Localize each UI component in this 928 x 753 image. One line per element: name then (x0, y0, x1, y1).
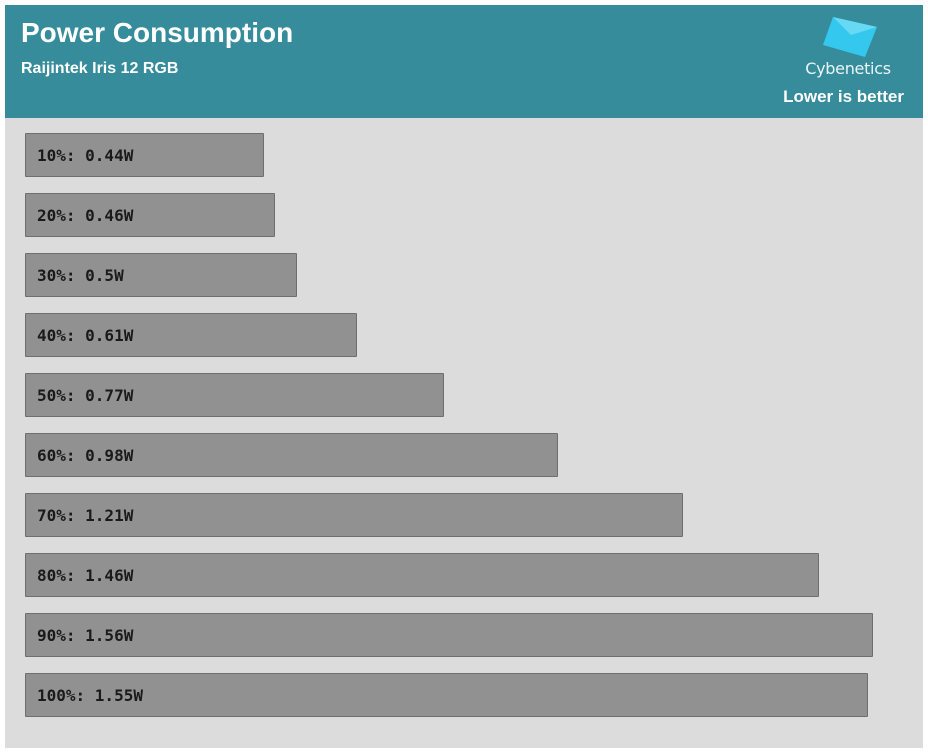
cybenetics-logo: Cybenetics (793, 15, 903, 85)
brand-name: Cybenetics (805, 59, 891, 78)
bar-100pct: 100%: 1.55W (25, 673, 868, 717)
lower-is-better-note: Lower is better (783, 87, 904, 106)
bar-label: 10%: 0.44W (37, 146, 134, 165)
bar-70pct: 70%: 1.21W (25, 493, 683, 537)
bar-20pct: 20%: 0.46W (25, 193, 275, 237)
bar-10pct: 10%: 0.44W (25, 133, 264, 177)
bar-label: 30%: 0.5W (37, 266, 124, 285)
bar-30pct: 30%: 0.5W (25, 253, 297, 297)
chart-frame: Power Consumption Raijintek Iris 12 RGB … (5, 5, 923, 748)
bar-chart: 10%: 0.44W 20%: 0.46W 30%: 0.5W 40%: 0.61W 5… (25, 133, 905, 733)
bar-label: 70%: 1.21W (37, 506, 134, 525)
bar-label: 50%: 0.77W (37, 386, 134, 405)
bar-label: 60%: 0.98W (37, 446, 134, 465)
bar-80pct: 80%: 1.46W (25, 553, 819, 597)
bar-90pct: 90%: 1.56W (25, 613, 873, 657)
chart-header: Power Consumption Raijintek Iris 12 RGB … (5, 5, 923, 118)
chart-subtitle: Raijintek Iris 12 RGB (21, 60, 179, 77)
bar-label: 80%: 1.46W (37, 566, 134, 585)
bar-40pct: 40%: 0.61W (25, 313, 357, 357)
bar-label: 90%: 1.56W (37, 626, 134, 645)
bar-60pct: 60%: 0.98W (25, 433, 558, 477)
bar-50pct: 50%: 0.77W (25, 373, 444, 417)
cybenetics-logo-icon (823, 17, 877, 57)
bar-label: 20%: 0.46W (37, 206, 134, 225)
chart-title: Power Consumption (21, 17, 294, 48)
bar-label: 40%: 0.61W (37, 326, 134, 345)
bar-label: 100%: 1.55W (37, 686, 143, 705)
